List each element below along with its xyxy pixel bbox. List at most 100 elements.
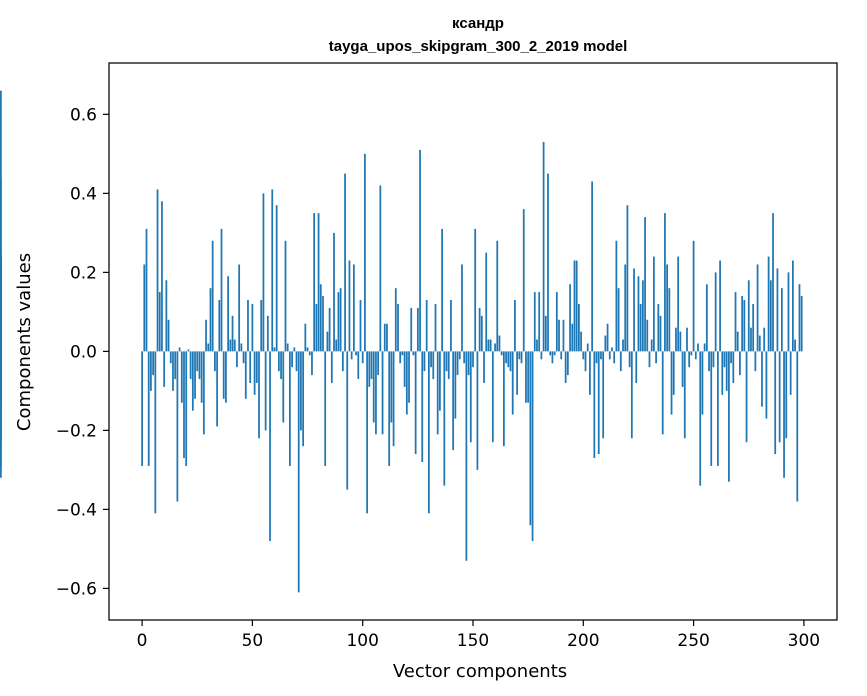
bar xyxy=(202,351,205,435)
bar xyxy=(191,351,194,411)
bar xyxy=(401,351,404,356)
bar xyxy=(527,351,530,403)
bar xyxy=(533,292,536,352)
bar xyxy=(518,351,521,360)
bar xyxy=(150,351,152,391)
x-tick-label: 300 xyxy=(788,631,820,651)
bar xyxy=(780,288,783,352)
bar xyxy=(602,351,605,439)
bar xyxy=(242,351,245,364)
bar xyxy=(566,351,569,376)
bar xyxy=(553,351,556,356)
bar xyxy=(589,351,591,395)
bar xyxy=(383,323,386,352)
bar xyxy=(472,351,474,368)
bar xyxy=(514,300,516,352)
bar xyxy=(606,323,609,352)
y-axis-ticks: −0.6 −0.4 −0.2 0.0 0.2 0.4 0.6 xyxy=(56,105,109,599)
bar xyxy=(615,240,618,352)
bar xyxy=(346,351,349,490)
bar-series xyxy=(0,90,803,593)
bar xyxy=(778,351,781,443)
bar xyxy=(538,292,541,352)
bar xyxy=(328,307,331,352)
bar xyxy=(752,303,755,352)
bar xyxy=(286,343,289,352)
bar xyxy=(776,268,779,352)
bar xyxy=(163,351,166,387)
bar xyxy=(461,264,463,352)
bar xyxy=(505,351,507,364)
bar xyxy=(419,149,421,352)
bar xyxy=(653,256,655,352)
bar xyxy=(558,319,560,352)
bar xyxy=(584,351,587,372)
bar xyxy=(308,351,311,356)
bar xyxy=(344,173,346,352)
bar xyxy=(593,351,596,459)
bar xyxy=(520,351,523,364)
bar xyxy=(633,268,635,352)
bar xyxy=(359,300,362,352)
bar xyxy=(624,264,627,352)
y-tick-label: 0.0 xyxy=(70,342,97,362)
bar xyxy=(694,351,697,360)
bar xyxy=(379,185,382,352)
bar xyxy=(183,351,185,459)
bar xyxy=(494,343,496,352)
x-tick-label: 250 xyxy=(677,631,709,651)
bar xyxy=(176,351,179,502)
bar xyxy=(480,315,483,352)
bar xyxy=(721,351,724,395)
bar xyxy=(697,343,699,352)
bar xyxy=(189,351,192,380)
bar xyxy=(469,351,472,443)
bar xyxy=(357,351,360,380)
bar xyxy=(414,351,417,455)
bar xyxy=(728,351,730,482)
bar xyxy=(273,347,276,352)
bar xyxy=(172,351,174,391)
bar xyxy=(745,351,748,443)
y-tick-label: 0.6 xyxy=(70,105,97,125)
bar xyxy=(304,323,307,352)
bar xyxy=(688,351,691,368)
x-tick-label: 200 xyxy=(567,631,599,651)
bar xyxy=(405,351,408,415)
bar xyxy=(229,339,232,352)
bar xyxy=(483,351,485,383)
bar xyxy=(756,264,759,352)
bar xyxy=(478,307,481,352)
bar xyxy=(258,351,260,439)
bar xyxy=(716,351,719,466)
bar xyxy=(251,303,254,352)
bar xyxy=(0,296,2,352)
bar xyxy=(436,351,439,435)
bar xyxy=(198,351,201,380)
bar xyxy=(580,331,582,352)
bar xyxy=(467,351,470,376)
bar xyxy=(408,351,410,403)
bar xyxy=(551,351,554,364)
bar xyxy=(366,351,368,514)
bar xyxy=(143,264,146,352)
bar xyxy=(582,351,585,360)
bar xyxy=(639,303,642,352)
bar xyxy=(659,315,662,352)
bar xyxy=(364,153,366,352)
bar xyxy=(763,327,766,352)
bar xyxy=(608,351,611,360)
bar xyxy=(648,351,651,368)
bar xyxy=(284,240,287,352)
bar xyxy=(485,252,488,352)
bar xyxy=(600,351,602,360)
bar xyxy=(664,213,666,352)
bar xyxy=(800,296,803,352)
bar xyxy=(708,351,710,372)
bar xyxy=(324,351,327,466)
bar xyxy=(341,351,344,372)
bar xyxy=(169,351,172,364)
bar xyxy=(725,351,728,391)
bar xyxy=(249,351,252,383)
